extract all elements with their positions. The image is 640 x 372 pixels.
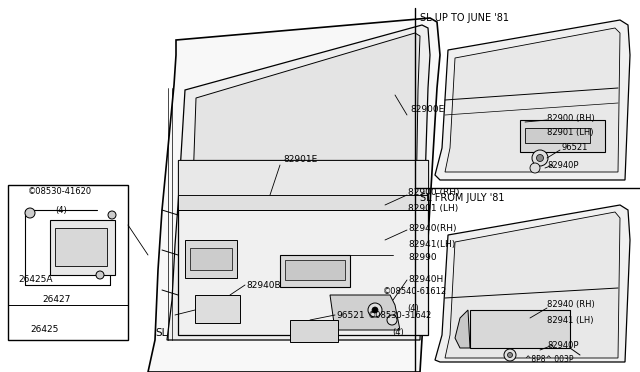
Bar [195,295,240,323]
Bar [185,240,237,278]
Circle shape [508,353,513,357]
Text: 82941(LH): 82941(LH) [408,241,455,250]
Text: 82990: 82990 [408,253,436,263]
Text: 82901 (LH): 82901 (LH) [547,128,593,138]
Circle shape [530,163,540,173]
Polygon shape [148,18,440,372]
Circle shape [536,154,543,161]
Circle shape [387,315,397,325]
Text: (4): (4) [392,327,404,337]
Polygon shape [455,310,470,348]
Bar [280,255,350,287]
Circle shape [504,349,516,361]
Bar [178,160,428,335]
Polygon shape [445,28,620,172]
Text: SL UP TO JUNE '81: SL UP TO JUNE '81 [420,13,509,23]
Text: 82940B: 82940B [246,280,280,289]
Text: ©08530-41620: ©08530-41620 [28,187,92,196]
Bar [8,185,128,340]
Text: 82901E: 82901E [283,155,317,164]
Polygon shape [445,212,620,358]
Text: 82900 (RH): 82900 (RH) [547,113,595,122]
Text: 82940H: 82940H [408,276,444,285]
Bar [285,260,345,280]
Text: SL: SL [155,328,168,338]
Text: 82940P: 82940P [547,160,579,170]
Text: ©08540-61612: ©08540-61612 [383,288,447,296]
Polygon shape [182,33,420,330]
Text: ^8P8^ 003P: ^8P8^ 003P [525,356,573,365]
Text: 82940P: 82940P [547,340,579,350]
Bar [190,248,232,270]
Circle shape [108,211,116,219]
Text: 82941 (LH): 82941 (LH) [547,315,593,324]
Circle shape [532,150,548,166]
Text: 96521: 96521 [561,144,588,153]
Bar [178,195,428,210]
Polygon shape [435,205,630,362]
Text: ©08530-31642: ©08530-31642 [368,311,432,320]
Circle shape [372,307,378,313]
Text: 82900E: 82900E [410,106,444,115]
Polygon shape [167,25,430,340]
Text: 26425: 26425 [30,326,58,334]
Polygon shape [435,20,630,180]
Bar [178,160,428,195]
Bar [525,128,590,143]
Text: (4): (4) [55,205,67,215]
Bar [520,120,605,152]
Bar [50,220,115,275]
Text: SL FROM JULY '81: SL FROM JULY '81 [420,193,504,203]
Bar [470,310,570,348]
Text: 82901 (LH): 82901 (LH) [408,203,458,212]
Text: 26425A: 26425A [18,276,52,285]
Text: 96521: 96521 [336,311,365,320]
Text: 82940 (RH): 82940 (RH) [547,301,595,310]
Text: 82940(RH): 82940(RH) [408,224,456,232]
Text: 26427: 26427 [42,295,70,305]
Polygon shape [330,295,400,330]
Circle shape [25,208,35,218]
Text: 82900 (RH): 82900 (RH) [408,187,460,196]
Bar [290,320,338,342]
Text: (4): (4) [407,304,419,312]
Bar [55,228,107,266]
Circle shape [96,271,104,279]
Circle shape [368,303,382,317]
